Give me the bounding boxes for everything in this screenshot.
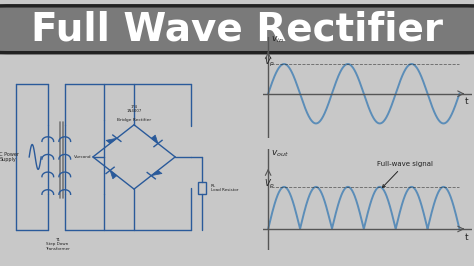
Text: T1
Step Down
Transformer: T1 Step Down Transformer [45,238,70,251]
FancyBboxPatch shape [0,6,474,53]
Text: RL
Load Resistor: RL Load Resistor [211,184,238,192]
Polygon shape [151,135,158,143]
Polygon shape [151,171,162,176]
Text: Bridge Rectifier: Bridge Rectifier [117,118,151,122]
FancyBboxPatch shape [198,182,206,194]
Text: $v_{out}$: $v_{out}$ [271,148,289,159]
Text: t: t [465,97,468,106]
Text: 1*4
1N4007: 1*4 1N4007 [127,105,142,113]
Polygon shape [110,171,117,179]
Text: Full-wave signal: Full-wave signal [377,161,433,188]
Text: $V_p$: $V_p$ [264,178,275,191]
Text: Full Wave Rectifier: Full Wave Rectifier [31,10,443,48]
Text: t: t [465,233,468,242]
Text: AC Power
Supply: AC Power Supply [0,152,19,162]
Polygon shape [106,138,117,143]
Text: Vsecond: Vsecond [73,155,91,159]
Text: $V_p$: $V_p$ [264,56,275,69]
Text: $v_{in}$: $v_{in}$ [271,35,284,45]
